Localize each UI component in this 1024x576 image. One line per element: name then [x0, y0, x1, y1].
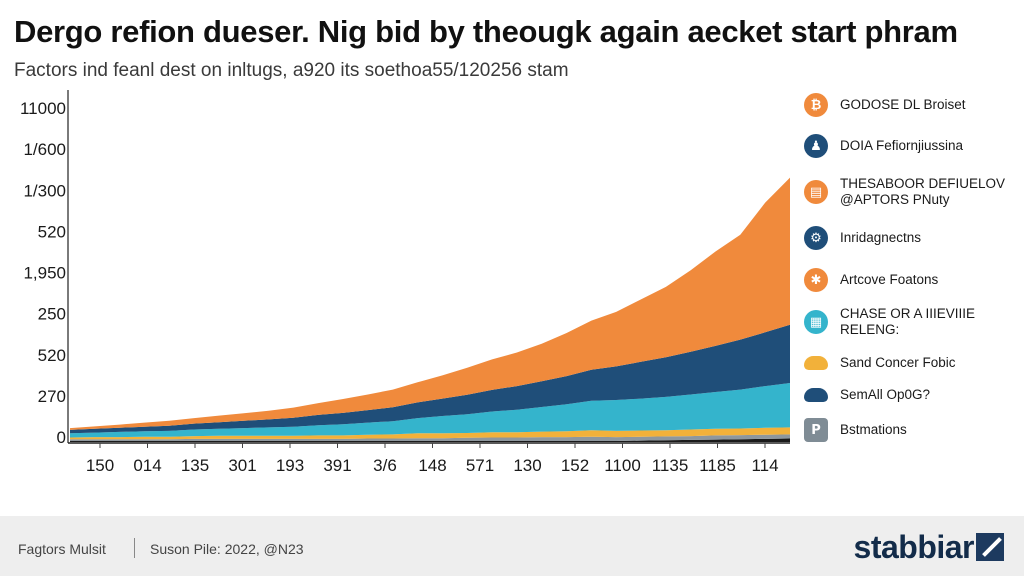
area-series-black-base — [70, 438, 790, 442]
x-tick-label: 391 — [323, 456, 351, 475]
y-tick-label: 1/600 — [23, 140, 66, 159]
legend-label: THESABOOR DEFIUELOV @APTORS PNuty — [840, 176, 1006, 207]
area-series-orange — [70, 177, 790, 430]
legend-label: Inridagnectns — [840, 230, 922, 245]
stacked-area-chart: 11000 1/600 1/300 520 1,950 250 520 270 0 150 014… — [20, 90, 790, 475]
x-tick-label: 193 — [276, 456, 304, 475]
legend-item[interactable]: SemAll Op0G? — [804, 380, 1018, 410]
legend-label: GODOSE DL Broiset — [840, 97, 966, 112]
legend-label: Bstmations — [840, 422, 907, 437]
y-tick-label: 250 — [38, 305, 66, 324]
x-tick-label: 1100 — [604, 456, 641, 475]
chart-title: Dergo refion dueser. Nig bid by theougk … — [14, 14, 958, 49]
y-tick-label: 11000 — [20, 99, 66, 118]
legend-item[interactable]: ₿ GODOSE DL Broiset — [804, 90, 1018, 120]
area-layers — [70, 177, 790, 442]
x-tick-label: 3/6 — [373, 456, 397, 475]
y-tick-label: 270 — [38, 387, 66, 406]
y-axis: 11000 1/600 1/300 520 1,950 250 520 270 0 — [20, 99, 66, 447]
leaf-icon — [804, 388, 828, 402]
x-tick-label: 114 — [751, 456, 778, 475]
x-tick-label: 1185 — [699, 456, 736, 475]
legend-item[interactable]: ▦ CHASE OR A IIIEVIIIE RELENG: — [804, 306, 1018, 337]
document-icon: ▤ — [804, 180, 828, 204]
x-tick-label: 571 — [466, 456, 494, 475]
footer-note: Suson Pile: 2022, @N23 — [150, 541, 304, 557]
legend-label: DOIA Fefiornjiussina — [840, 138, 964, 153]
y-tick-label: 1/300 — [23, 181, 66, 200]
legend-label: Sand Concer Fobic — [840, 355, 956, 370]
legend-label: CHASE OR A IIIEVIIIE RELENG: — [840, 306, 976, 337]
legend-label: Artcove Foatons — [840, 272, 939, 287]
footer-divider — [134, 538, 135, 558]
x-tick-label: 130 — [513, 456, 541, 475]
x-tick-label: 152 — [561, 456, 589, 475]
footer-source: Fagtors Mulsit — [18, 541, 106, 557]
brand-logo[interactable]: stabbiar — [853, 528, 1004, 565]
gear-icon: ⚙ — [804, 226, 828, 250]
y-tick-label: 520 — [38, 346, 66, 365]
star-icon: ✱ — [804, 268, 828, 292]
area-series-dark-blue — [70, 324, 790, 434]
x-axis: 150 014 135 301 193 391 3/6 148 571 130 152 1100 113… — [67, 90, 790, 475]
y-tick-label: 1,950 — [23, 264, 66, 283]
x-tick-label: 014 — [133, 456, 161, 475]
brand-mark-icon — [976, 533, 1004, 561]
chart-subtitle: Factors ind feanl dest on inltugs, a920 … — [14, 60, 569, 81]
legend-item[interactable]: P Bstmations — [804, 415, 1018, 445]
area-series-grey — [70, 434, 790, 441]
wave-icon — [804, 356, 828, 370]
y-tick-label: 520 — [38, 222, 66, 241]
x-tick-label: 135 — [181, 456, 209, 475]
legend-label: SemAll Op0G? — [840, 387, 931, 402]
legend-item[interactable]: ♟ DOIA Fefiornjiussina — [804, 131, 1018, 161]
legend-item[interactable]: ▤ THESABOOR DEFIUELOV @APTORS PNuty — [804, 176, 1018, 207]
legend-item[interactable]: ⚙ Inridagnectns — [804, 223, 1018, 253]
brand-name: stabbiar — [853, 528, 975, 565]
x-tick-label: 301 — [228, 456, 256, 475]
tag-icon: P — [804, 418, 828, 442]
legend-item[interactable]: ✱ Artcove Foatons — [804, 265, 1018, 295]
x-tick-label: 148 — [418, 456, 446, 475]
area-series-light-blue — [70, 383, 790, 438]
bitcoin-icon: ₿ — [804, 93, 828, 117]
chart-icon: ▦ — [804, 310, 828, 334]
footer: Fagtors Mulsit Suson Pile: 2022, @N23 st… — [0, 516, 1024, 576]
x-tick-label: 1135 — [652, 456, 689, 475]
x-tick-label: 150 — [86, 456, 114, 475]
y-tick-label: 0 — [57, 428, 66, 447]
legend-item[interactable]: Sand Concer Fobic — [804, 348, 1018, 378]
person-icon: ♟ — [804, 134, 828, 158]
